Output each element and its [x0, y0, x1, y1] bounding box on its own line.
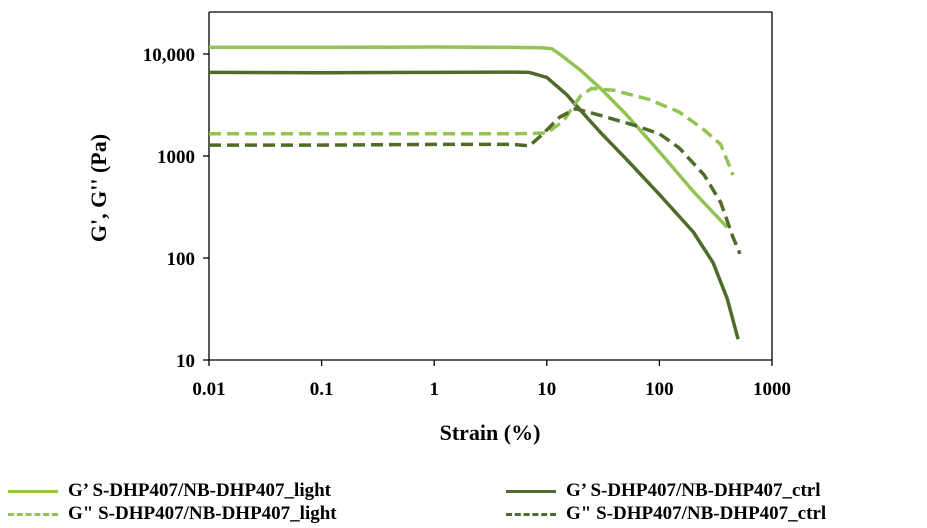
- x-tick-marks: [208, 360, 773, 366]
- x-tick-label: 1000: [753, 379, 791, 400]
- series-layer: [208, 45, 742, 340]
- legend-label: G’ S-DHP407/NB-DHP407_light: [68, 480, 332, 501]
- legend-label: G’ S-DHP407/NB-DHP407_ctrl: [566, 480, 821, 501]
- plot-area: [203, 11, 773, 366]
- legend-swatch: [8, 513, 58, 516]
- series-line-1: [208, 70, 740, 340]
- x-tick-label: 10: [537, 379, 556, 400]
- legend-swatch: [506, 490, 556, 493]
- legend-label: G" S-DHP407/NB-DHP407_light: [68, 503, 337, 524]
- x-tick-label: 0.1: [310, 379, 334, 400]
- legend-swatch: [8, 490, 58, 493]
- y-tick-labels: 10 100 1000 10,000: [143, 45, 195, 372]
- x-tick-label: 0.01: [192, 379, 225, 400]
- x-tick-label: 1: [429, 379, 439, 400]
- y-tick-label: 10,000: [143, 45, 195, 66]
- legend-swatch: [506, 513, 556, 516]
- legend-label: G" S-DHP407/NB-DHP407_ctrl: [566, 503, 827, 524]
- y-axis-title: G', G'' (Pa): [86, 134, 111, 242]
- series-line-2: [209, 86, 735, 176]
- x-axis-title: Strain (%): [440, 420, 541, 445]
- y-tick-label: 10: [176, 351, 195, 372]
- y-tick-label: 100: [167, 249, 196, 270]
- x-tick-label: 100: [645, 379, 674, 400]
- y-tick-marks: [203, 53, 209, 361]
- y-tick-label: 1000: [157, 147, 195, 168]
- series-line-3: [209, 107, 742, 255]
- x-tick-labels: 0.01 0.1 1 10 100 1000: [192, 379, 791, 400]
- series-line-0: [209, 45, 729, 229]
